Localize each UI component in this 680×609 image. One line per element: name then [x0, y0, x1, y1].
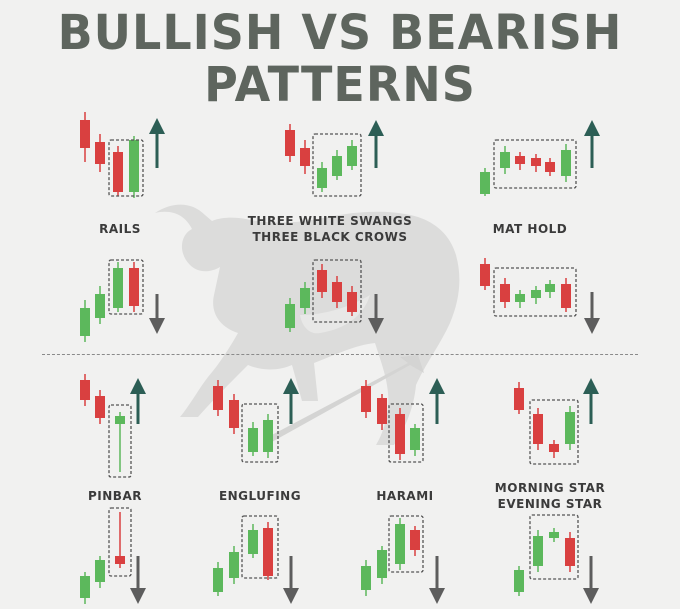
label-rails: RAILS [99, 222, 141, 236]
evening-arrow-head [583, 588, 599, 604]
mat-bottom-candle-1-body [500, 284, 510, 302]
harami-bottom-candle-2-body [395, 524, 405, 564]
mat-bottom-arrow-head [584, 318, 600, 334]
label-evening-star: EVENING STAR [497, 497, 603, 511]
pinbar-top-arrow-head [130, 378, 146, 394]
rails-bottom-candle-0-body [80, 308, 90, 336]
engulfing-bottom-candle-3-body [263, 528, 273, 576]
rails-top-box [108, 139, 144, 197]
mat-top-candle-1-body [500, 152, 510, 168]
label-pinbar: PINBAR [88, 489, 142, 503]
morning-candle-1-body [533, 414, 543, 444]
rails-top-candle-3-body [129, 140, 139, 192]
mat-top-candle-4-body [545, 162, 555, 172]
engulfing-bottom-box [241, 515, 279, 579]
engulfing-bottom-candle-1-body [229, 552, 239, 578]
mat-top-candle-2-body [515, 156, 525, 164]
rails-top-candle-0-body [80, 120, 90, 148]
three-top-arrow-head [368, 120, 384, 136]
evening-candle-0-body [514, 570, 524, 592]
harami-bottom-candle-3-body [410, 530, 420, 550]
harami-bottom-box [388, 515, 424, 573]
pinbar-bottom-box [108, 507, 132, 577]
title-line-1: BULLISH VS BEARISH [57, 3, 623, 61]
engulfing-bottom-candle-2-body [248, 530, 258, 554]
three-top-candle-1-body [300, 148, 310, 166]
label-engulfing: ENGLUFING [218, 489, 302, 503]
mat-bottom-candle-3-body [531, 290, 541, 298]
mat-bottom-candle-2-body [515, 294, 525, 302]
rails-top-candle-1-body [95, 142, 105, 164]
mat-top-candle-0-body [480, 172, 490, 194]
engulfing-bottom-candle-0-body [213, 568, 223, 592]
mat-bottom-candle-0-body [480, 264, 490, 286]
pinbar-bottom-candle-2-body [115, 556, 125, 564]
mat-bottom-box [493, 267, 577, 317]
evening-box [529, 514, 579, 580]
three-top-candle-3-body [332, 156, 342, 176]
engulfing-bottom-arrow-head [283, 588, 299, 604]
morning-arrow-head [583, 378, 599, 394]
rails-bottom-candle-1-body [95, 294, 105, 318]
harami-bottom-candle-0-body [361, 566, 371, 590]
label-mat-hold: MAT HOLD [492, 222, 568, 236]
mat-bottom-candle-5-body [561, 284, 571, 308]
rails-bottom-candle-3-body [129, 268, 139, 306]
three-top-candle-4-body [347, 146, 357, 166]
mat-top-arrow-head [584, 120, 600, 136]
section-divider [42, 354, 638, 355]
morning-candle-2-body [549, 444, 559, 452]
three-top-candle-0-body [285, 130, 295, 156]
rails-top-arrow-head [149, 118, 165, 134]
evening-candle-3-body [565, 538, 575, 566]
rails-bottom-box [108, 259, 144, 315]
pinbar-top-candle-2-body [115, 416, 125, 424]
rails-bottom-candle-2-body [113, 268, 123, 308]
morning-candle-0-body [514, 388, 524, 410]
evening-candle-2-body [549, 532, 559, 538]
mat-top-candle-3-body [531, 158, 541, 166]
pinbar-bottom-candle-0-body [80, 576, 90, 598]
label-three-white-swangs: THREE WHITE SWANGS [247, 214, 413, 228]
pinbar-bottom-arrow-head [130, 588, 146, 604]
mat-top-box [493, 139, 577, 189]
pinbar-top-candle-1-body [95, 396, 105, 418]
three-top-candle-2-body [317, 168, 327, 188]
pinbar-top-box [108, 404, 132, 478]
harami-bottom-arrow-head [429, 588, 445, 604]
page-title: BULLISH VS BEARISH PATTERNS [0, 3, 680, 113]
label-harami: HARAMI [376, 489, 434, 503]
evening-candle-1-body [533, 536, 543, 566]
label-morning-star: MORNING STAR [494, 481, 606, 495]
title-line-2: PATTERNS [204, 55, 476, 113]
pinbar-top-candle-0-body [80, 380, 90, 400]
rails-top-candle-2-body [113, 152, 123, 192]
morning-candle-3-body [565, 412, 575, 444]
harami-bottom-candle-1-body [377, 550, 387, 578]
label-three-black-crows: THREE BLACK CROWS [252, 230, 408, 244]
pinbar-bottom-candle-1-body [95, 560, 105, 582]
morning-box [529, 399, 579, 465]
three-top-box [312, 133, 362, 197]
mat-bottom-candle-4-body [545, 284, 555, 292]
mat-top-candle-5-body [561, 150, 571, 176]
